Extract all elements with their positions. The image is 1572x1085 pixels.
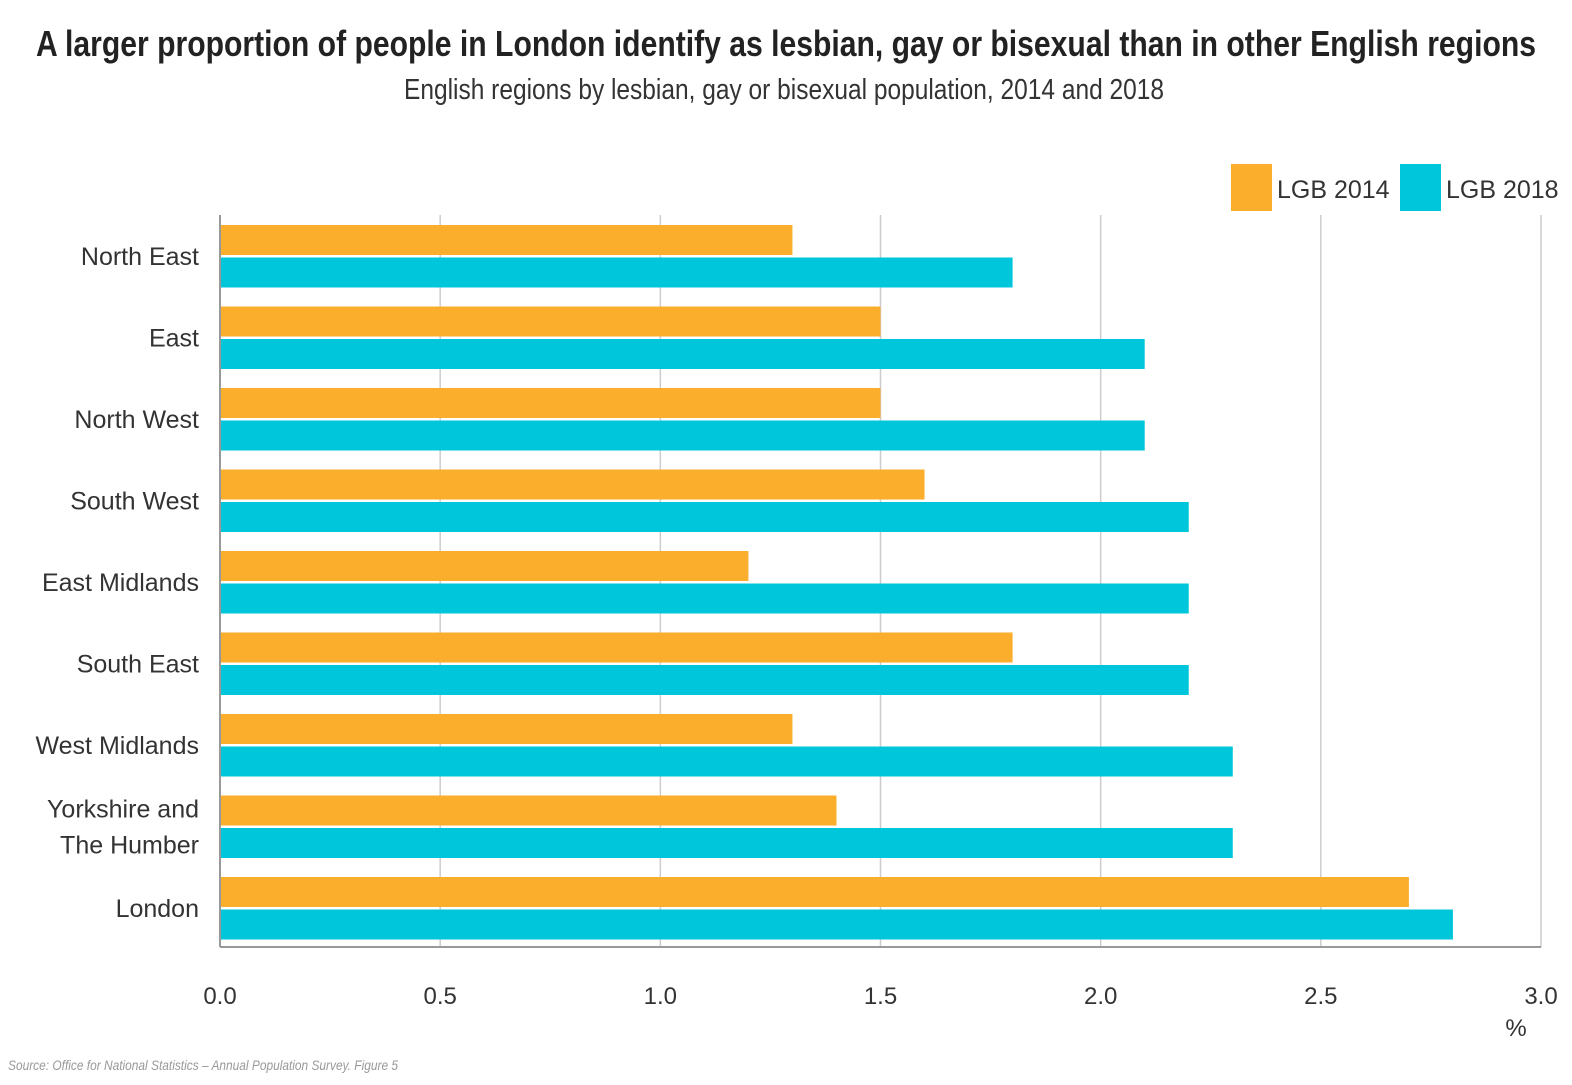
bar-lgb-2014 xyxy=(221,632,1013,663)
category-label: South East xyxy=(77,651,199,679)
bar-lgb-2018 xyxy=(221,257,1013,288)
bar-lgb-2014 xyxy=(221,551,749,581)
bar-lgb-2018 xyxy=(221,909,1453,940)
bar-lgb-2014 xyxy=(221,225,793,255)
x-tick-label: 0.0 xyxy=(203,983,236,1010)
bar-lgb-2018 xyxy=(221,339,1145,369)
bar-lgb-2014 xyxy=(221,469,925,500)
category-labels: North East East North West South West East M… xyxy=(36,243,200,923)
legend: LGB 2014 LGB 2018 xyxy=(1231,164,1559,211)
bar-lgb-2014 xyxy=(221,306,881,337)
bar-lgb-2018 xyxy=(221,828,1233,858)
bar-lgb-2018 xyxy=(221,665,1189,695)
bar-lgb-2018 xyxy=(221,746,1233,777)
legend-swatch xyxy=(1231,164,1272,211)
gridlines xyxy=(219,215,1542,948)
x-tick-label: 1.5 xyxy=(864,983,897,1010)
legend-label: LGB 2018 xyxy=(1446,176,1559,204)
bar-lgb-2014 xyxy=(221,714,793,744)
source-note: Source: Office for National Statistics –… xyxy=(8,1057,398,1073)
legend-label: LGB 2014 xyxy=(1277,176,1390,204)
bar-lgb-2014 xyxy=(221,877,1409,907)
bar-lgb-2014 xyxy=(221,795,837,826)
category-label: The Humber xyxy=(60,832,199,860)
bar-lgb-2018 xyxy=(221,583,1189,614)
x-tick-label: 0.5 xyxy=(423,983,456,1010)
x-tick-label: 1.0 xyxy=(644,983,677,1010)
category-label: London xyxy=(116,895,199,923)
bar-lgb-2014 xyxy=(221,388,881,418)
category-label: North West xyxy=(74,406,199,434)
category-label: West Midlands xyxy=(36,732,200,760)
x-tick-label: 2.5 xyxy=(1304,983,1337,1010)
category-label: East xyxy=(149,325,199,353)
x-axis-unit: % xyxy=(1505,1015,1526,1042)
category-label: South West xyxy=(70,488,199,516)
x-tick-label: 3.0 xyxy=(1524,983,1557,1010)
category-label: North East xyxy=(81,243,199,271)
bars xyxy=(221,225,1453,940)
chart-subtitle: English regions by lesbian, gay or bisex… xyxy=(404,74,1164,106)
x-tick-label: 2.0 xyxy=(1084,983,1117,1010)
chart-title: A larger proportion of people in London … xyxy=(36,23,1536,64)
category-label: East Midlands xyxy=(42,569,199,597)
category-label: Yorkshire and xyxy=(47,796,199,824)
x-tick-labels: 0.0 0.5 1.0 1.5 2.0 2.5 3.0 xyxy=(203,983,1557,1010)
bar-lgb-2018 xyxy=(221,502,1189,532)
bar-lgb-2018 xyxy=(221,420,1145,451)
legend-swatch xyxy=(1400,164,1441,211)
